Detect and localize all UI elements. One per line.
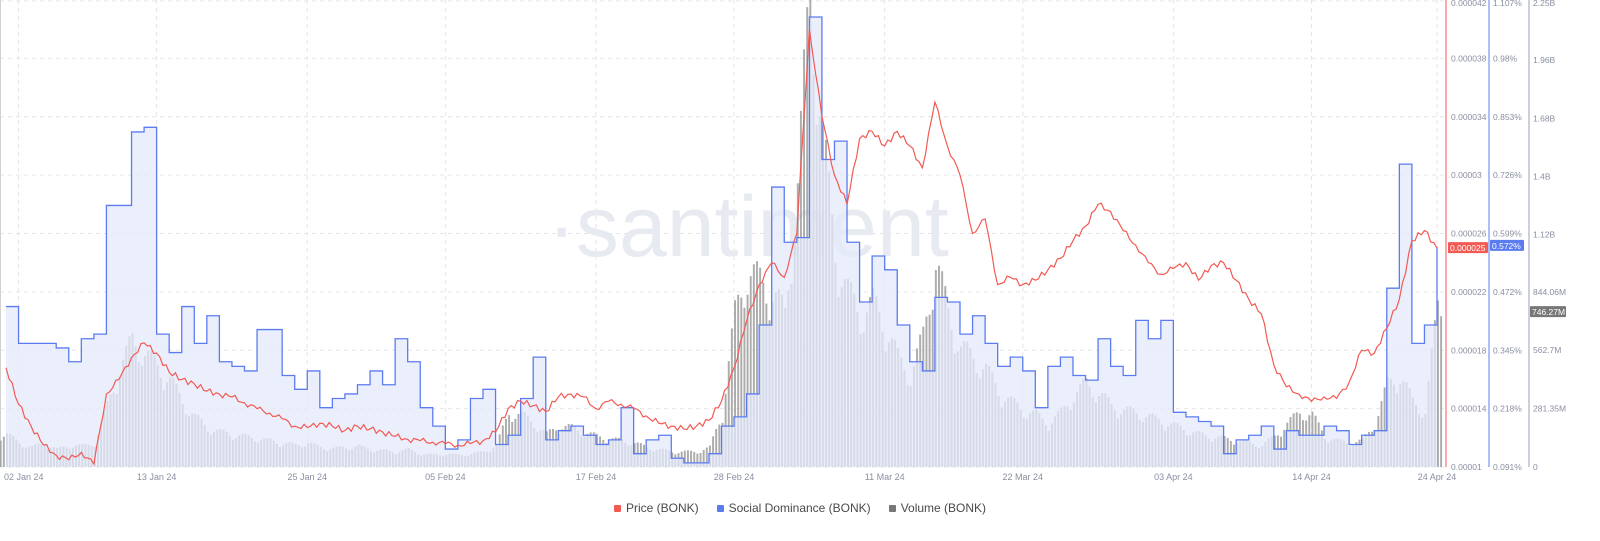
volume-bar <box>727 361 730 467</box>
social-axis-tick-label: 0.472% <box>1493 287 1522 297</box>
volume-axis-tick-label: 844.06M <box>1533 287 1566 297</box>
social-axis-tick-label: 0.726% <box>1493 170 1522 180</box>
legend-item-price[interactable]: Price (BONK) <box>613 501 699 515</box>
social-dominance-series <box>6 16 1438 467</box>
price-axis-tick-label: 0.00001 <box>1451 462 1482 472</box>
x-tick-label: 11 Mar 24 <box>865 472 905 482</box>
volume-bar <box>702 450 705 467</box>
volume-bar <box>699 452 702 467</box>
volume-bar <box>737 294 740 467</box>
legend-label-volume: Volume (BONK) <box>900 501 987 515</box>
volume-bar <box>718 424 721 467</box>
x-tick-label: 03 Apr 24 <box>1154 472 1193 482</box>
volume-bar <box>1383 387 1386 467</box>
price-axis-tick-label: 0.000014 <box>1451 404 1487 414</box>
price-current-label: 0.000025 <box>1450 243 1486 253</box>
social-axis-tick-label: 0.853% <box>1493 112 1522 122</box>
volume-bar <box>749 276 752 467</box>
social-axis-tick-label: 0.218% <box>1493 404 1522 414</box>
price-axis-tick-label: 0.000042 <box>1451 0 1487 8</box>
legend-swatch-volume <box>888 504 896 512</box>
volume-bar <box>1223 436 1226 467</box>
volume-bar <box>1437 300 1439 467</box>
volume-axis-tick-label: 1.12B <box>1533 230 1556 240</box>
axes: 0.0000420.0000380.0000340.000030.0000260… <box>4 0 1566 482</box>
volume-bar <box>712 436 715 467</box>
price-line <box>5 29 1438 466</box>
volume-bar <box>743 307 746 467</box>
x-tick-label: 28 Feb 24 <box>714 472 755 482</box>
legend-item-volume[interactable]: Volume (BONK) <box>888 501 987 515</box>
x-tick-label: 17 Feb 24 <box>576 472 617 482</box>
price-axis-tick-label: 0.000034 <box>1451 112 1487 122</box>
x-tick-label: 13 Jan 24 <box>137 472 177 482</box>
social-axis-tick-label: 1.107% <box>1493 0 1522 8</box>
volume-bar <box>1226 438 1229 467</box>
volume-axis-tick-label: 1.96B <box>1533 55 1556 65</box>
price-axis-tick-label: 0.000022 <box>1451 287 1487 297</box>
social-current-label: 0.572% <box>1492 241 1521 251</box>
volume-bar <box>686 450 689 467</box>
current-value-badges: 0.000025 0.572% 746.27M <box>1448 239 1566 318</box>
volume-axis-tick-label: 562.7M <box>1533 345 1561 355</box>
price-axis-tick-label: 0.000018 <box>1451 345 1487 355</box>
volume-bar <box>504 418 507 467</box>
santiment-watermark: ·santiment <box>547 179 949 275</box>
social-dominance-area <box>6 17 1437 467</box>
volume-bar <box>0 440 2 467</box>
volume-bar <box>705 447 708 467</box>
volume-bar <box>693 451 696 467</box>
volume-current-label: 746.27M <box>1532 307 1565 317</box>
price-axis-tick-label: 0.000038 <box>1451 53 1487 63</box>
legend-item-social-dominance[interactable]: Social Dominance (BONK) <box>716 501 871 515</box>
x-tick-label: 22 Mar 24 <box>1002 472 1043 482</box>
volume-bar <box>696 453 699 467</box>
legend-swatch-social-dominance <box>716 504 724 512</box>
social-axis-tick-label: 0.599% <box>1493 229 1522 239</box>
volume-current-badge <box>1530 306 1566 318</box>
x-tick-label: 02 Jan 24 <box>4 472 44 482</box>
volume-axis-tick-label: 1.68B <box>1533 113 1556 123</box>
price-current-badge <box>1448 242 1488 254</box>
volume-axis-tick-label: 281.35M <box>1533 404 1566 414</box>
legend-swatch-price <box>613 504 621 512</box>
x-tick-label: 24 Apr 24 <box>1418 472 1457 482</box>
volume-bar <box>690 450 693 467</box>
volume-bar <box>756 261 758 467</box>
legend: Price (BONK) Social Dominance (BONK) Vol… <box>0 496 1600 520</box>
volume-bar <box>683 450 686 467</box>
legend-label-price: Price (BONK) <box>625 501 699 515</box>
volume-bar <box>734 300 736 467</box>
legend-label-social-dominance: Social Dominance (BONK) <box>728 501 871 515</box>
x-tick-label: 14 Apr 24 <box>1292 472 1331 482</box>
social-axis-tick-label: 0.345% <box>1493 345 1522 355</box>
volume-bar <box>740 297 743 467</box>
volume-axis-tick-label: 1.4B <box>1533 171 1551 181</box>
social-current-badge <box>1490 239 1524 251</box>
volume-bar <box>746 294 749 467</box>
price-axis-tick-label: 0.000026 <box>1451 229 1487 239</box>
social-axis-tick-label: 0.98% <box>1493 53 1518 63</box>
volume-bar <box>715 429 718 467</box>
social-dominance-line <box>6 16 1438 464</box>
volume-axis-tick-label: 0 <box>1533 462 1538 472</box>
price-axis-tick-label: 0.00003 <box>1451 170 1482 180</box>
x-tick-label: 05 Feb 24 <box>425 472 466 482</box>
volume-bar <box>2 436 5 467</box>
x-tick-label: 25 Jan 24 <box>287 472 327 482</box>
price-series <box>5 29 1438 466</box>
social-axis-tick-label: 0.091% <box>1493 462 1522 472</box>
volume-bar <box>730 328 733 467</box>
volume-axis-tick-label: 2.25B <box>1533 0 1556 8</box>
volume-bar <box>752 264 755 467</box>
volume-bar <box>1440 316 1443 467</box>
